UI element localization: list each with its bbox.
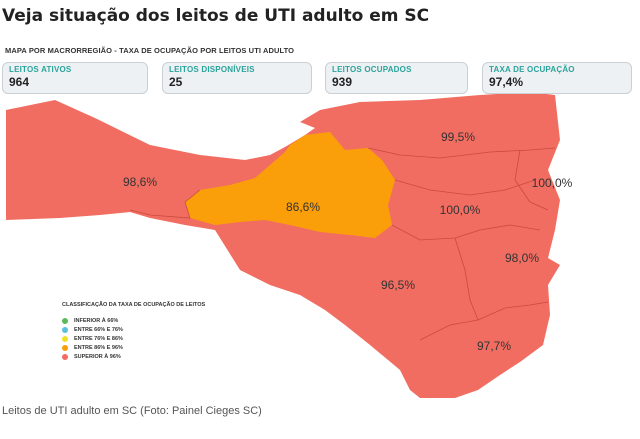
region-border-vale	[394, 149, 549, 211]
map-figure: 98,6% 86,6% 99,5% 100,0% 100,0% 98,0% 96…	[0, 40, 640, 398]
legend-item: INFERIOR À 66%	[62, 316, 205, 325]
legend-item: ENTRE 66% E 76%	[62, 325, 205, 334]
region-value: 98,6%	[123, 175, 157, 189]
legend-label: SUPERIOR À 96%	[74, 353, 121, 360]
region-border-sul	[419, 301, 549, 341]
card-label: LEITOS OCUPADOS	[332, 65, 412, 74]
region-border-planalto	[367, 147, 556, 159]
card-leitos-disponiveis: LEITOS DISPONÍVEIS 25	[162, 62, 312, 94]
legend-item: SUPERIOR À 96%	[62, 352, 205, 361]
legend-label: ENTRE 86% E 96%	[74, 344, 123, 351]
region-value: 99,5%	[441, 130, 475, 144]
region-value: 98,0%	[505, 251, 539, 265]
legend-swatch	[62, 326, 68, 333]
card-leitos-ocupados: LEITOS OCUPADOS 939	[325, 62, 468, 94]
legend-item: ENTRE 76% E 86%	[62, 334, 205, 343]
headline: Veja situação dos leitos de UTI adulto e…	[2, 6, 430, 26]
image-caption: Leitos de UTI adulto em SC (Foto: Painel…	[2, 405, 262, 417]
card-leitos-ativos: LEITOS ATIVOS 964	[2, 62, 148, 94]
sc-occupancy-map: 98,6% 86,6% 99,5% 100,0% 100,0% 98,0% 96…	[6, 92, 573, 398]
card-label: TAXA DE OCUPAÇÃO	[489, 65, 575, 74]
region-value: 86,6%	[286, 200, 320, 214]
card-value: 25	[169, 75, 183, 89]
legend-item: ENTRE 86% E 96%	[62, 343, 205, 352]
region-base-red	[6, 92, 560, 398]
map-legend: CLASSIFICAÇÃO DA TAXA DE OCUPAÇÃO DE LEI…	[62, 302, 205, 361]
legend-swatch	[62, 335, 68, 342]
card-value: 964	[9, 75, 30, 89]
legend-swatch	[62, 317, 68, 324]
legend-label: ENTRE 66% E 76%	[74, 326, 123, 333]
region-value: 100,0%	[440, 203, 481, 217]
card-label: LEITOS DISPONÍVEIS	[169, 65, 255, 74]
map-title: MAPA POR MACRORREGIÃO - TAXA DE OCUPAÇÃO…	[5, 46, 295, 55]
card-value: 939	[332, 75, 353, 89]
legend-label: INFERIOR À 66%	[74, 317, 119, 324]
legend-swatch	[62, 353, 68, 360]
region-value: 97,7%	[477, 339, 511, 353]
region-border-oeste	[129, 189, 201, 219]
region-value: 96,5%	[381, 278, 415, 292]
region-meio-oeste	[185, 132, 395, 238]
card-value: 97,4%	[489, 75, 524, 89]
region-border-serra	[391, 224, 541, 321]
region-value: 100,0%	[532, 176, 573, 190]
card-taxa-ocupacao: TAXA DE OCUPAÇÃO 97,4%	[482, 62, 632, 94]
legend-swatch	[62, 344, 68, 351]
legend-label: ENTRE 76% E 86%	[74, 335, 123, 342]
card-label: LEITOS ATIVOS	[9, 65, 72, 74]
legend-title: CLASSIFICAÇÃO DA TAXA DE OCUPAÇÃO DE LEI…	[62, 302, 206, 308]
